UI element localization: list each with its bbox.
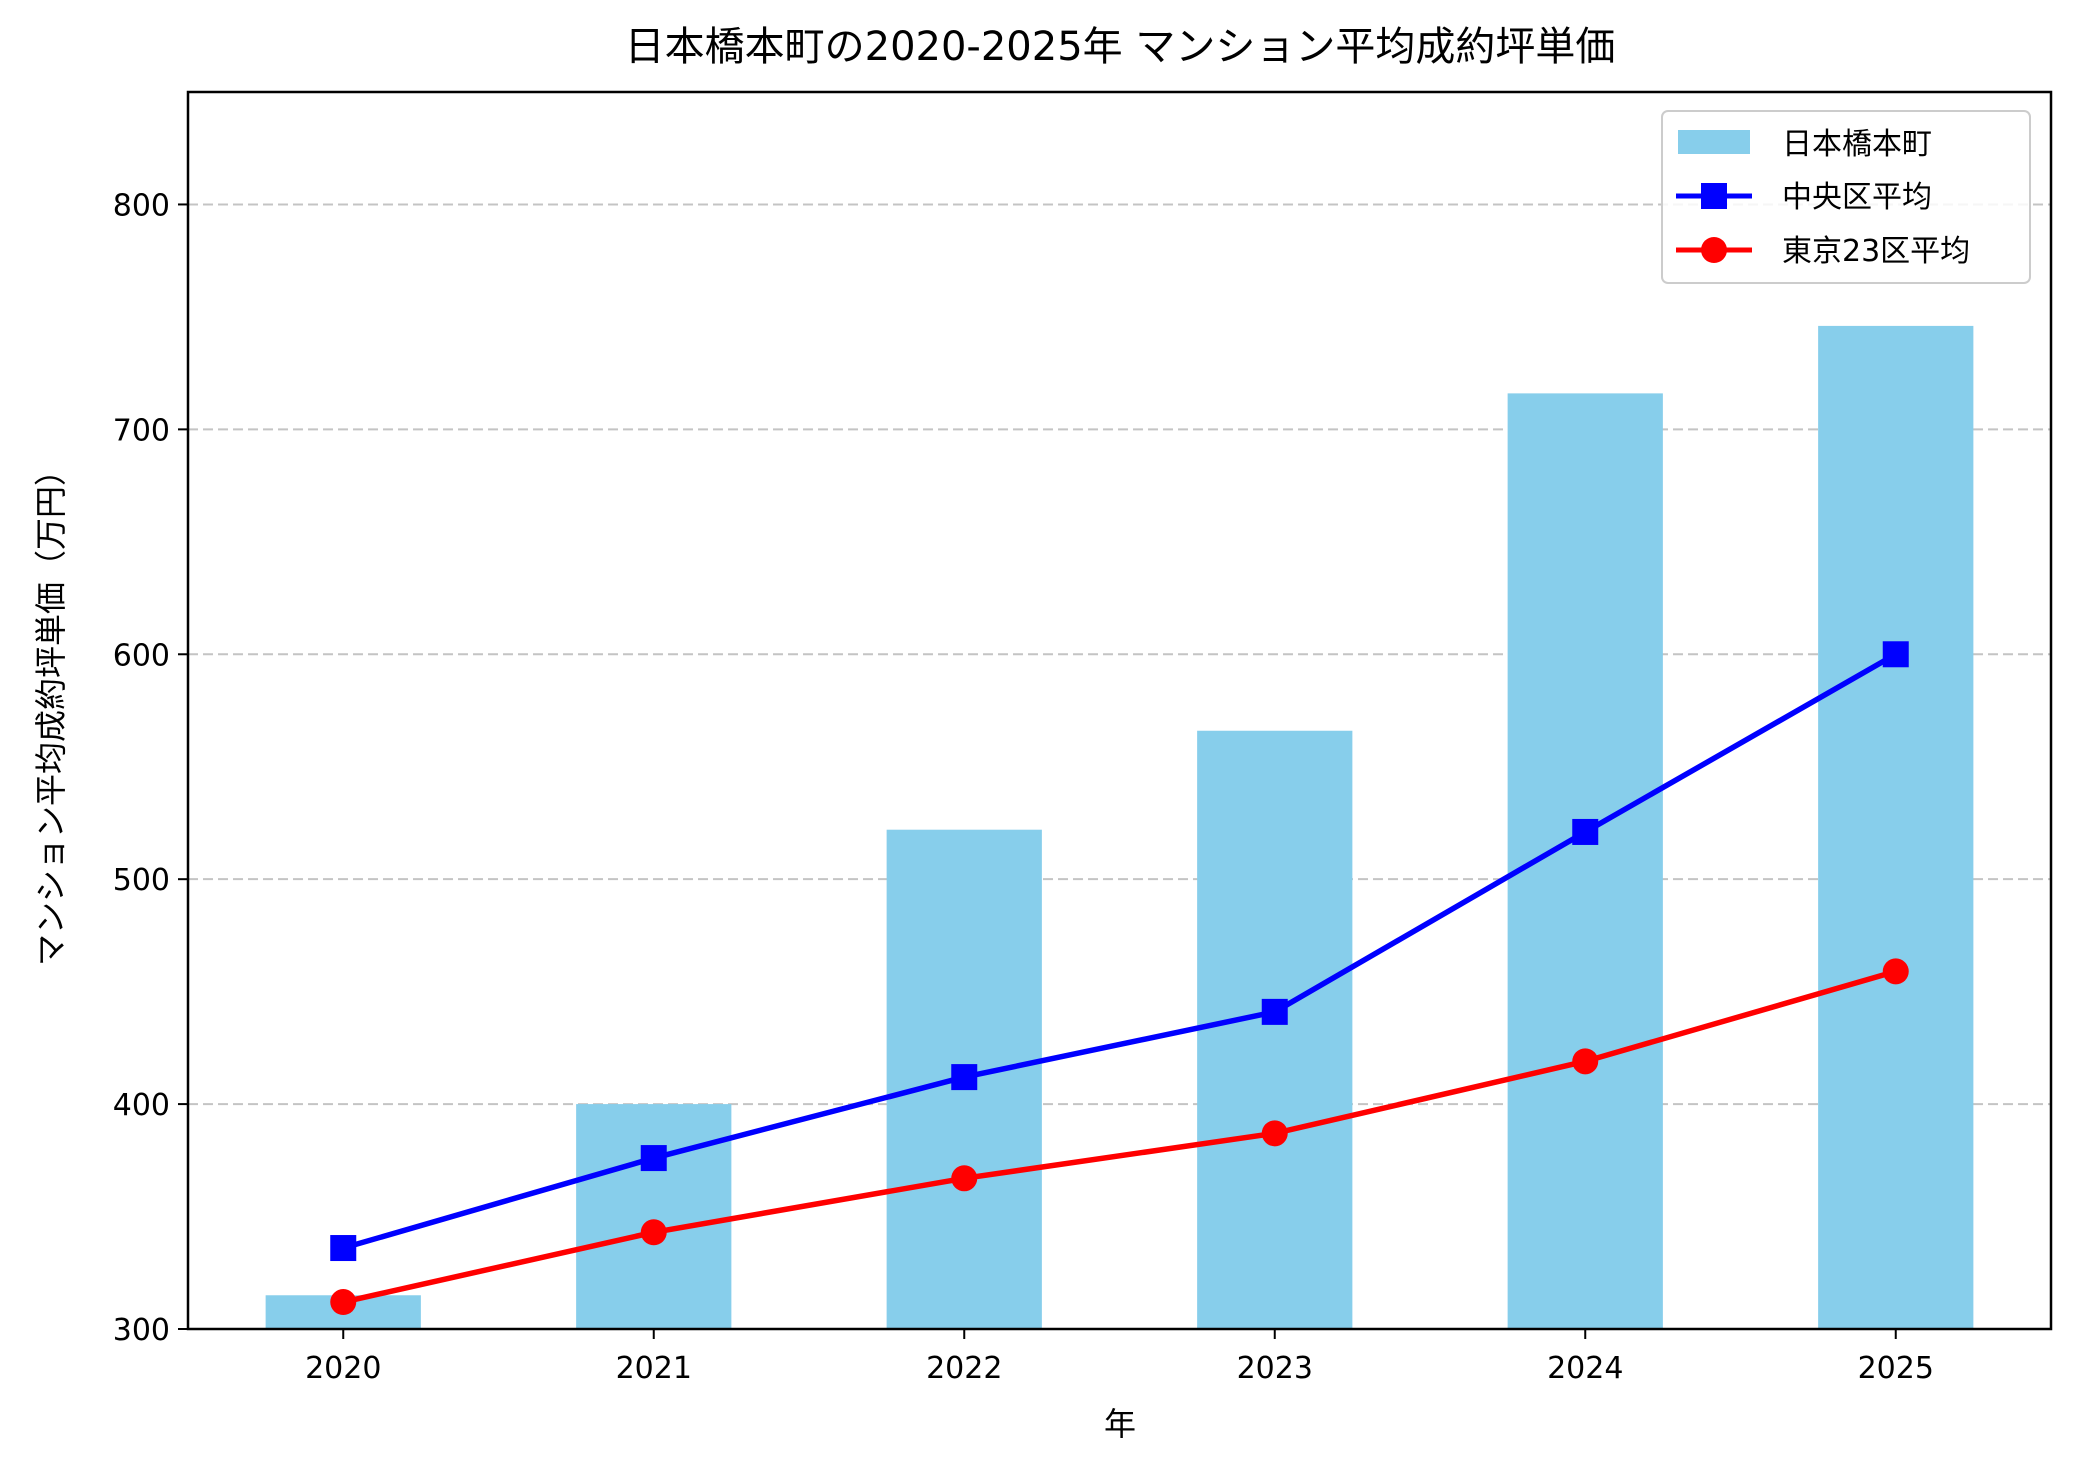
plot-frame: [186, 90, 2053, 1331]
y-tick-label: 800: [113, 188, 170, 223]
square-marker-2022: [951, 1064, 978, 1091]
series-line: [342, 651, 1898, 1251]
bar-2025: [1818, 325, 1974, 1329]
square-marker-2020: [330, 1235, 357, 1262]
series-line: [342, 968, 1897, 1305]
y-axis-label: マンション平均成約坪単価（万円）: [32, 454, 70, 966]
circle-marker-2022: [951, 1165, 978, 1192]
bars: [265, 325, 1974, 1329]
x-tick-label: 2020: [305, 1351, 381, 1386]
square-marker-2023: [1261, 998, 1288, 1025]
legend-label-nihonbashi: 日本橋本町: [1782, 127, 1932, 162]
y-tick-label: 400: [113, 1088, 170, 1123]
x-axis: 2020 2021 2022 2023 2024 2025: [305, 1329, 1934, 1386]
square-marker-2025: [1882, 641, 1909, 668]
x-tick-label: 2021: [616, 1351, 692, 1386]
x-axis-label: 年: [1104, 1405, 1136, 1443]
legend-square-marker-icon: [1701, 183, 1727, 209]
x-tick-label: 2023: [1237, 1351, 1313, 1386]
x-tick-label: 2022: [926, 1351, 1002, 1386]
legend-box: [1661, 110, 2031, 284]
circle-marker-2024: [1572, 1048, 1599, 1075]
circle-marker-2023: [1261, 1120, 1288, 1147]
gridlines: [188, 203, 2051, 1106]
x-tick-label: 2024: [1547, 1351, 1623, 1386]
chart-title: 日本橋本町の2020-2025年 マンション平均成約坪単価: [625, 24, 1616, 70]
y-tick-label: 500: [113, 863, 170, 898]
legend-swatch-bar: [1678, 130, 1750, 154]
square-marker-2021: [640, 1145, 667, 1172]
circle-marker-2020: [330, 1289, 357, 1316]
y-tick-label: 600: [113, 638, 170, 673]
lines: [330, 641, 1909, 1316]
circle-marker-2025: [1882, 958, 1909, 985]
y-axis: 300 400 500 600 700 800: [113, 188, 188, 1348]
legend: 日本橋本町 中央区平均 東京23区平均: [1661, 110, 2031, 284]
x-tick-label: 2025: [1858, 1351, 1934, 1386]
legend-circle-marker-icon: [1701, 237, 1727, 263]
square-marker-2024: [1572, 818, 1599, 845]
bar-2023: [1197, 730, 1353, 1329]
bar-2021: [576, 1104, 732, 1329]
y-tick-label: 700: [113, 413, 170, 448]
circle-marker-2021: [640, 1219, 667, 1246]
y-tick-label: 300: [113, 1313, 170, 1348]
legend-label-chuo: 中央区平均: [1782, 180, 1932, 215]
legend-label-tokyo: 東京23区平均: [1782, 234, 1970, 269]
